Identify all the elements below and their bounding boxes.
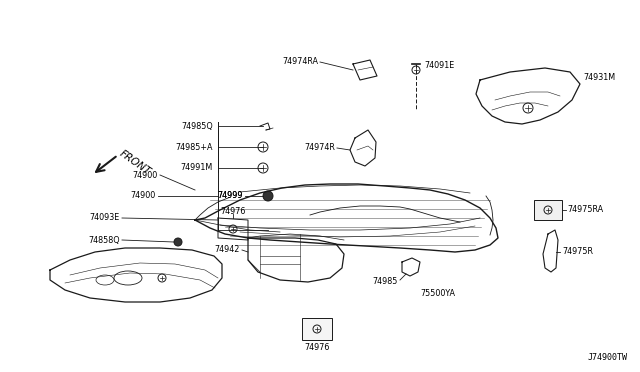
Text: 74999: 74999 [218, 192, 243, 201]
Circle shape [174, 238, 182, 246]
Text: 74976: 74976 [220, 208, 246, 217]
Text: FRONT: FRONT [118, 148, 153, 177]
Text: 74931M: 74931M [583, 74, 615, 83]
Bar [302, 318, 332, 340]
Text: 74976: 74976 [304, 343, 330, 353]
Text: 74985Q: 74985Q [181, 122, 213, 131]
Text: 74985: 74985 [372, 278, 398, 286]
Circle shape [263, 191, 273, 201]
Text: 74975RA: 74975RA [567, 205, 603, 215]
Text: 74900: 74900 [131, 192, 156, 201]
Text: 74974RA: 74974RA [282, 58, 318, 67]
Text: 74999: 74999 [218, 192, 243, 201]
Text: 74974R: 74974R [304, 144, 335, 153]
Text: 74900: 74900 [132, 170, 158, 180]
Text: 74991M: 74991M [180, 164, 213, 173]
Text: 74858Q: 74858Q [88, 235, 120, 244]
Text: 74975R: 74975R [562, 247, 593, 257]
Bar [534, 200, 562, 220]
Text: 74091E: 74091E [424, 61, 454, 71]
Text: J74900TW: J74900TW [588, 353, 628, 362]
Text: 74942: 74942 [214, 246, 240, 254]
Text: 75500YA: 75500YA [420, 289, 455, 298]
Text: 74985+A: 74985+A [175, 142, 213, 151]
Text: 74093E: 74093E [90, 214, 120, 222]
